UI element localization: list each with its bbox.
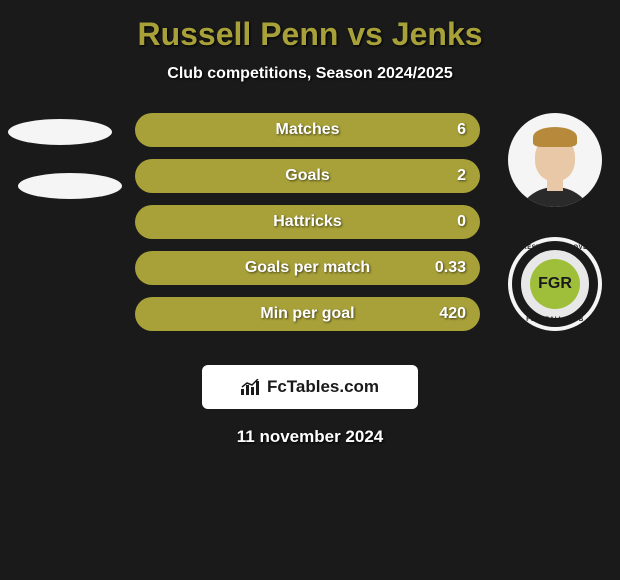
stat-row: Matches6 [135,113,480,147]
stat-label: Goals [135,159,480,193]
date-text: 11 november 2024 [0,427,620,447]
badge-center: FGR [530,259,580,309]
stat-value-right: 420 [439,297,466,331]
comparison-card: Russell Penn vs Jenks Club competitions,… [0,0,620,455]
badge-text-bot: FOOTBALL CLUB [508,317,602,323]
stat-label: Hattricks [135,205,480,239]
right-player-col: FOREST GREEN ROVERS FGR FOOTBALL CLUB [500,113,610,331]
stat-label: Goals per match [135,251,480,285]
page-title: Russell Penn vs Jenks [0,16,620,53]
site-logo[interactable]: FcTables.com [202,365,418,409]
stat-bars: Matches6Goals2Hattricks0Goals per match0… [135,113,480,343]
chart-icon [241,379,261,395]
stat-label: Min per goal [135,297,480,331]
left-player-col [0,113,120,227]
badge-text-top: FOREST GREEN ROVERS [508,245,602,251]
main-area: Matches6Goals2Hattricks0Goals per match0… [0,113,620,353]
stat-row: Goals per match0.33 [135,251,480,285]
logo-text: FcTables.com [267,377,379,397]
stat-value-right: 6 [457,113,466,147]
left-avatar-placeholder [8,119,112,145]
stat-value-right: 0.33 [435,251,466,285]
right-club-badge: FOREST GREEN ROVERS FGR FOOTBALL CLUB [508,237,602,331]
stat-label: Matches [135,113,480,147]
right-player-avatar [508,113,602,207]
stat-row: Hattricks0 [135,205,480,239]
stat-row: Goals2 [135,159,480,193]
stat-row: Min per goal420 [135,297,480,331]
stat-value-right: 0 [457,205,466,239]
left-badge-placeholder [18,173,122,199]
subtitle: Club competitions, Season 2024/2025 [0,65,620,83]
stat-value-right: 2 [457,159,466,193]
